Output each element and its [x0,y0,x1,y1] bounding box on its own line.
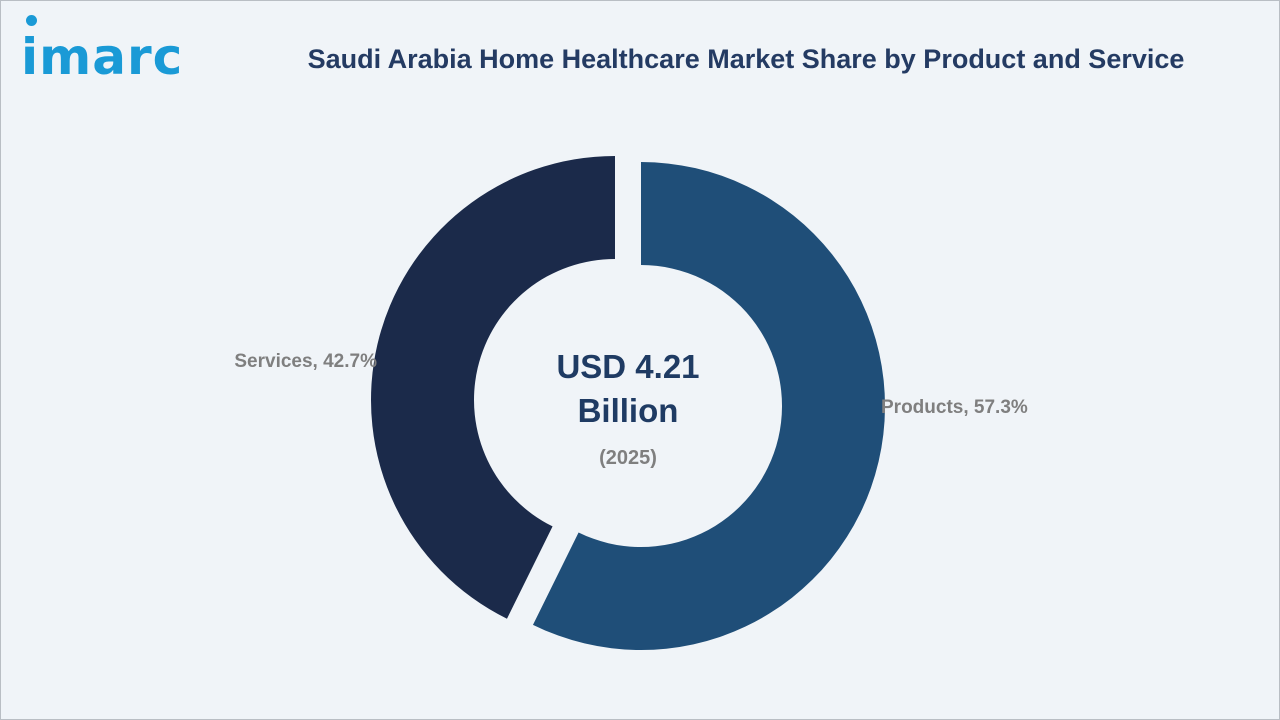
imarc-logo: imarc [21,15,221,86]
center-value-line2: Billion [578,392,679,429]
center-year: (2025) [599,447,657,469]
center-value-line1: USD 4.21 [556,348,699,385]
slice-products [532,162,886,651]
logo-dot-icon [26,15,37,26]
donut-slices [371,155,886,651]
products-label: Products, 57.3% [881,397,1028,418]
slice-services [371,155,615,619]
services-label: Services, 42.7% [234,351,377,372]
logo-text: imarc [21,28,184,86]
chart-title: Saudi Arabia Home Healthcare Market Shar… [307,44,1185,74]
